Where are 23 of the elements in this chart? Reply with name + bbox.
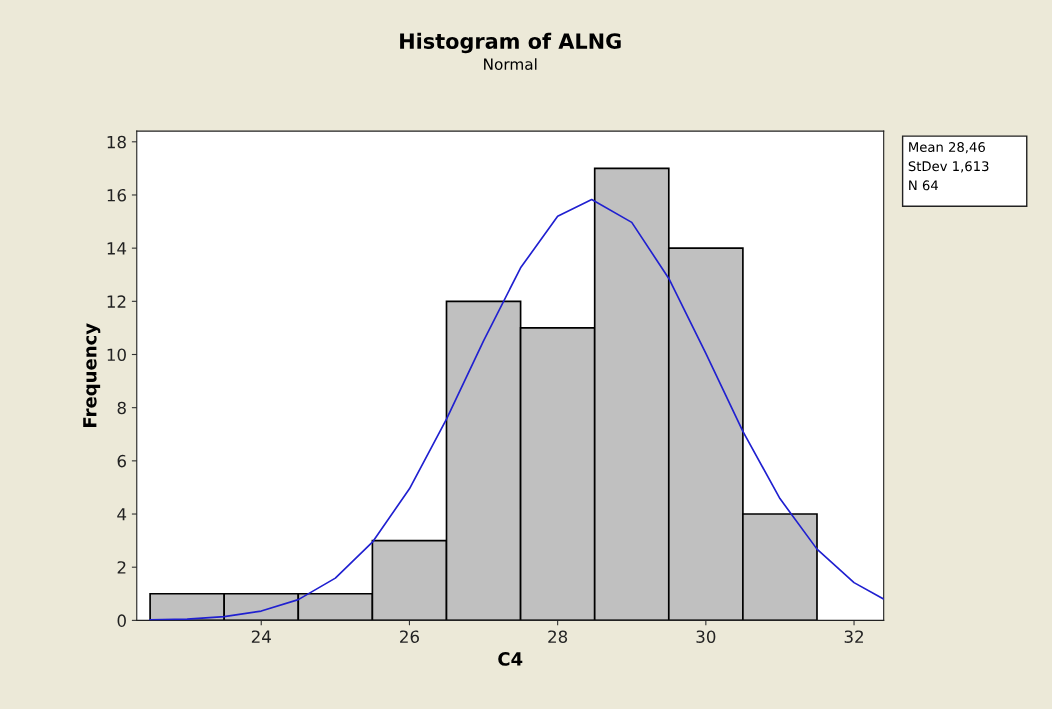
x-tick-label: 26 [400,630,419,643]
x-tick-label: 30 [696,630,716,643]
y-tick-label: 12 [107,295,126,308]
y-tick-label: 4 [117,508,127,521]
y-tick-label: 6 [117,454,126,468]
y-tick-label: 2 [117,561,126,574]
chart-title: Histogram of ALNG [400,32,621,54]
line-series [149,198,884,621]
x-tick-label: 32 [844,630,863,643]
y-tick-label: 8 [117,401,126,415]
text: StDev 1,613 [908,161,989,173]
text: N 64 [909,180,938,191]
y-tick-label: 16 [107,188,126,202]
y-tick-label: 0 [117,614,126,627]
x-axis-title: C4 [498,652,523,666]
x-tick-label: 24 [251,630,271,643]
text: Mean 28,46 [909,142,985,154]
y-axis-title: Frequency [83,323,101,427]
y-tick-label: 18 [107,135,126,149]
y-tick-label: 10 [107,348,126,362]
chart-subtitle: Normal [484,58,537,70]
x-tick-label: 28 [548,630,568,643]
y-tick-label: 14 [107,242,127,255]
